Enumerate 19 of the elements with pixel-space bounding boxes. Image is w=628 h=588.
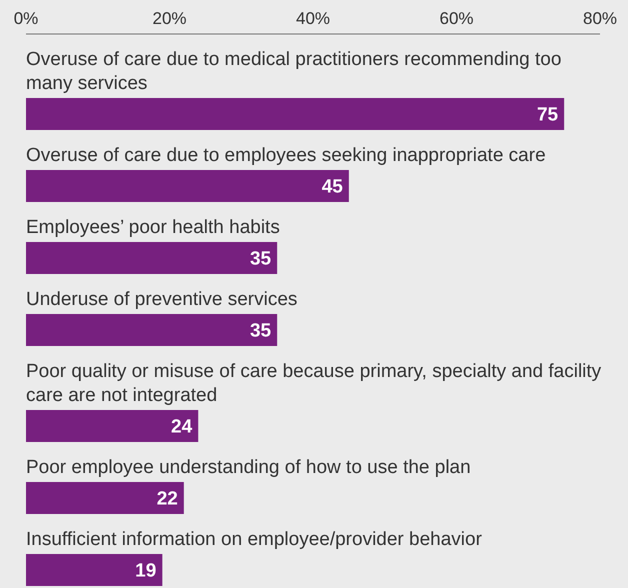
- data-label: 22: [156, 488, 178, 510]
- x-tick-label: 20%: [152, 9, 187, 28]
- y-tick-label: Overuse of care due to medical practitioners recommending too many services: [26, 49, 562, 94]
- data-label: 35: [250, 320, 272, 342]
- data-label: 24: [171, 416, 193, 438]
- y-tick-label: Employees’ poor health habits: [26, 217, 280, 238]
- y-tick-label: Overuse of care due to employees seeking inappropriate care: [26, 145, 546, 166]
- y-tick-label: Insufficient information on employee/provider behavior: [26, 529, 483, 550]
- x-tick-label: 60%: [439, 9, 474, 28]
- x-tick-label: 80%: [582, 9, 618, 28]
- data-label: 19: [135, 560, 156, 582]
- y-tick-label: Underuse of preventive services: [26, 289, 298, 310]
- data-label: 45: [322, 176, 344, 198]
- x-tick-label: 40%: [296, 9, 330, 28]
- x-tick-label: 0%: [14, 9, 38, 28]
- data-label: 35: [250, 248, 272, 270]
- y-tick-label: Poor quality or misuse of care because primary, specialty and facility care are not integrated: [26, 361, 602, 406]
- y-tick-label: Poor employee understanding of how to use the plan: [26, 457, 471, 478]
- data-label: 75: [536, 104, 559, 126]
